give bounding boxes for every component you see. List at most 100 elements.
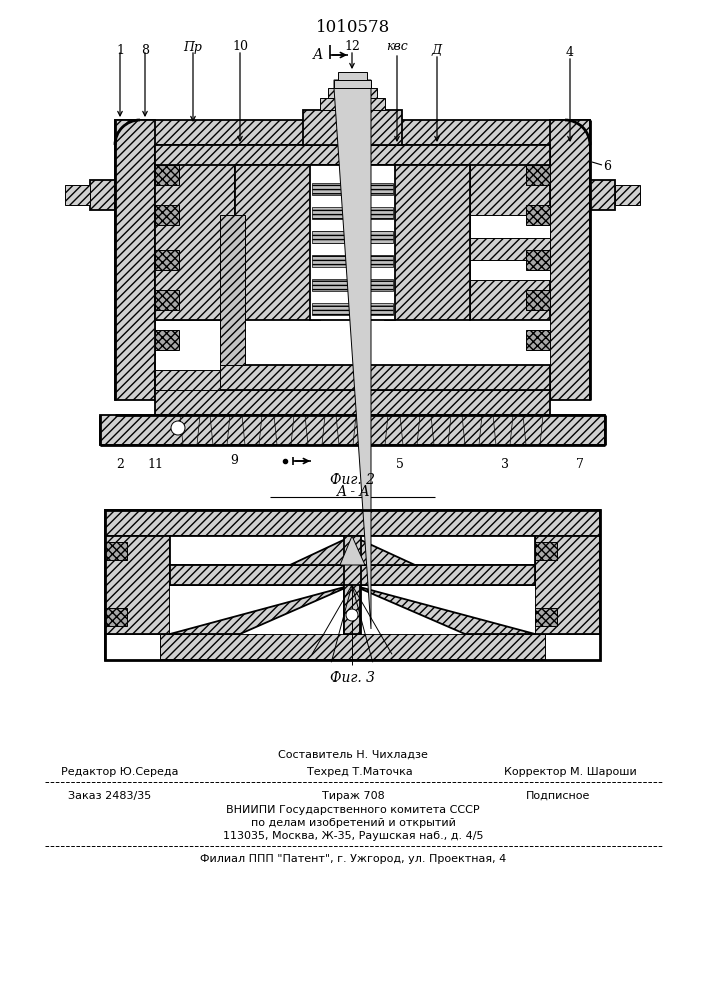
- Polygon shape: [170, 565, 535, 585]
- Polygon shape: [470, 145, 550, 320]
- Polygon shape: [155, 320, 220, 390]
- Text: квс: квс: [386, 40, 408, 53]
- Polygon shape: [155, 370, 220, 390]
- Polygon shape: [90, 180, 115, 210]
- Polygon shape: [334, 80, 371, 88]
- Polygon shape: [526, 165, 550, 185]
- Polygon shape: [535, 608, 557, 626]
- Text: Фиг. 2: Фиг. 2: [330, 473, 375, 487]
- Circle shape: [171, 421, 185, 435]
- Text: Составитель Н. Чихладзе: Составитель Н. Чихладзе: [278, 750, 428, 760]
- Polygon shape: [352, 585, 535, 634]
- Polygon shape: [470, 215, 550, 280]
- Polygon shape: [105, 634, 160, 660]
- Polygon shape: [305, 415, 325, 445]
- Polygon shape: [312, 303, 393, 315]
- Polygon shape: [105, 510, 600, 536]
- Polygon shape: [550, 120, 590, 400]
- Text: 8: 8: [141, 43, 149, 56]
- Polygon shape: [338, 72, 367, 80]
- Text: 1010578: 1010578: [316, 19, 390, 36]
- Text: 4: 4: [566, 45, 574, 58]
- Polygon shape: [242, 415, 262, 445]
- Text: ВНИИПИ Государственного комитета СССР: ВНИИПИ Государственного комитета СССР: [226, 805, 480, 815]
- Polygon shape: [155, 390, 550, 415]
- Circle shape: [346, 609, 358, 621]
- Polygon shape: [235, 165, 320, 320]
- Polygon shape: [312, 279, 393, 291]
- Text: 12: 12: [344, 40, 360, 53]
- Text: Заказ 2483/35: Заказ 2483/35: [69, 791, 151, 801]
- Polygon shape: [170, 585, 352, 634]
- Polygon shape: [320, 98, 385, 110]
- Polygon shape: [105, 608, 127, 626]
- Text: Д: Д: [432, 43, 442, 56]
- Polygon shape: [170, 536, 535, 585]
- Text: Подписное: Подписное: [526, 791, 590, 801]
- Polygon shape: [105, 634, 600, 660]
- Polygon shape: [155, 250, 179, 270]
- Polygon shape: [535, 536, 600, 634]
- Polygon shape: [170, 536, 535, 634]
- Text: Корректор М. Шароши: Корректор М. Шароши: [503, 767, 636, 777]
- Polygon shape: [344, 536, 361, 634]
- Polygon shape: [328, 88, 377, 98]
- Polygon shape: [105, 542, 127, 560]
- Text: Пр: Пр: [184, 40, 202, 53]
- Polygon shape: [155, 365, 550, 390]
- Polygon shape: [312, 183, 393, 195]
- Text: 5: 5: [396, 458, 404, 472]
- Polygon shape: [312, 255, 393, 267]
- Polygon shape: [312, 207, 393, 219]
- Polygon shape: [431, 415, 451, 445]
- Text: 6: 6: [603, 160, 611, 174]
- Text: 11: 11: [147, 458, 163, 472]
- Polygon shape: [180, 415, 200, 445]
- Text: A - A: A - A: [337, 485, 370, 499]
- Polygon shape: [100, 415, 605, 445]
- Text: А: А: [312, 48, 323, 62]
- Polygon shape: [310, 165, 395, 320]
- Polygon shape: [115, 120, 590, 145]
- Text: Редактор Ю.Середа: Редактор Ю.Середа: [62, 767, 179, 777]
- Text: 113035, Москва, Ж-35, Раушская наб., д. 4/5: 113035, Москва, Ж-35, Раушская наб., д. …: [223, 831, 484, 841]
- Polygon shape: [526, 250, 550, 270]
- Text: Филиал ППП "Патент", г. Ужгород, ул. Проектная, 4: Филиал ППП "Патент", г. Ужгород, ул. Про…: [200, 854, 506, 864]
- Text: Техред Т.Маточка: Техред Т.Маточка: [307, 767, 413, 777]
- Polygon shape: [493, 415, 513, 445]
- Polygon shape: [65, 185, 90, 205]
- Polygon shape: [155, 145, 550, 390]
- Text: 10: 10: [232, 40, 248, 53]
- Polygon shape: [155, 205, 179, 225]
- Polygon shape: [220, 215, 245, 365]
- Text: 9: 9: [230, 454, 238, 468]
- Text: 3: 3: [501, 458, 509, 472]
- Text: 7: 7: [576, 458, 584, 472]
- Polygon shape: [155, 165, 179, 185]
- Polygon shape: [320, 165, 385, 225]
- Polygon shape: [155, 290, 179, 310]
- Polygon shape: [105, 536, 170, 634]
- Polygon shape: [470, 238, 550, 260]
- Polygon shape: [615, 185, 640, 205]
- Polygon shape: [385, 165, 470, 320]
- Polygon shape: [545, 634, 600, 660]
- Polygon shape: [274, 415, 294, 445]
- Polygon shape: [155, 145, 235, 320]
- Text: по делам изобретений и открытий: по делам изобретений и открытий: [250, 818, 455, 828]
- Polygon shape: [336, 415, 356, 445]
- Polygon shape: [526, 205, 550, 225]
- Polygon shape: [462, 415, 482, 445]
- Polygon shape: [115, 120, 155, 400]
- Polygon shape: [535, 542, 557, 560]
- Polygon shape: [210, 415, 230, 445]
- Polygon shape: [368, 415, 388, 445]
- Polygon shape: [590, 180, 615, 210]
- Polygon shape: [312, 231, 393, 243]
- Polygon shape: [155, 145, 550, 165]
- Polygon shape: [526, 330, 550, 350]
- Text: 2: 2: [116, 458, 124, 472]
- Polygon shape: [344, 585, 360, 634]
- Polygon shape: [303, 110, 402, 145]
- Polygon shape: [526, 290, 550, 310]
